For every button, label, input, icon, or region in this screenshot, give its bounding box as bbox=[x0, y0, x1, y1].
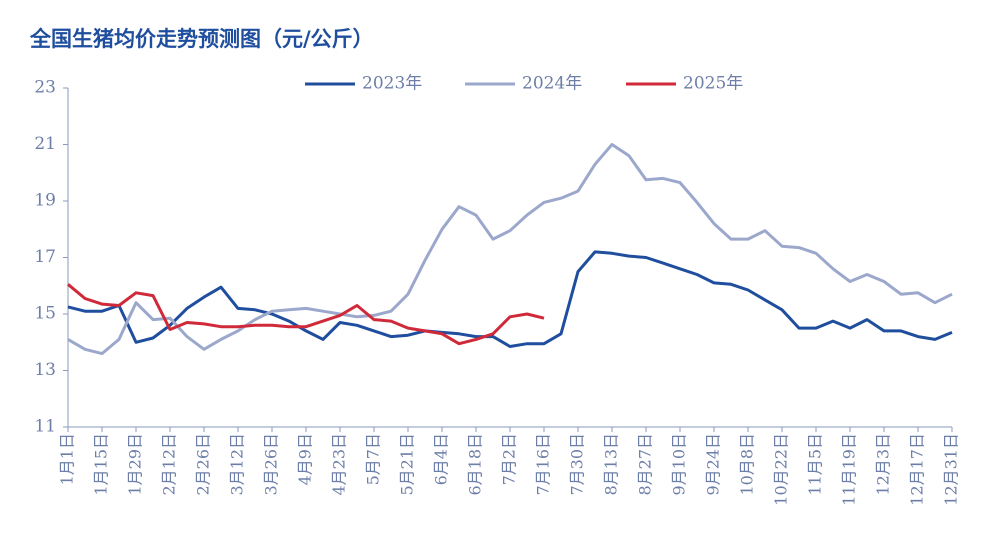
y-tick-label: 15 bbox=[34, 304, 56, 324]
y-tick-label: 19 bbox=[34, 191, 56, 211]
x-tick-label: 3月12日 bbox=[228, 433, 247, 496]
x-tick-label: 10月22日 bbox=[772, 433, 791, 506]
x-tick-label: 7月2日 bbox=[500, 433, 519, 485]
y-tick-label: 11 bbox=[34, 417, 56, 437]
y-tick-label: 21 bbox=[34, 134, 56, 154]
series-line bbox=[67, 143, 953, 356]
x-tick-label: 9月24日 bbox=[704, 433, 723, 496]
series-line bbox=[67, 250, 953, 348]
x-tick-label: 2月26日 bbox=[194, 433, 213, 496]
x-tick-label: 9月10日 bbox=[670, 433, 689, 496]
y-tick-label: 13 bbox=[34, 360, 56, 380]
x-tick-label: 1月15日 bbox=[92, 433, 111, 496]
x-tick-label: 11月19日 bbox=[840, 433, 859, 506]
y-tick-label: 17 bbox=[34, 247, 56, 267]
x-tick-label: 7月30日 bbox=[568, 433, 587, 496]
x-tick-label: 1月29日 bbox=[126, 433, 145, 496]
x-tick-label: 11月5日 bbox=[806, 433, 825, 496]
x-tick-label: 10月8日 bbox=[738, 433, 757, 496]
x-tick-label: 5月7日 bbox=[364, 433, 383, 485]
chart-title: 全国生猪均价走势预测图（元/公斤） bbox=[29, 27, 374, 51]
x-tick-label: 1月1日 bbox=[58, 433, 77, 485]
series-line bbox=[67, 283, 545, 346]
x-tick-label: 6月4日 bbox=[432, 433, 451, 485]
legend-label: 2023年 bbox=[362, 74, 422, 94]
x-tick-label: 3月26日 bbox=[262, 433, 281, 496]
x-tick-label: 6月18日 bbox=[466, 433, 485, 496]
x-tick-label: 8月27日 bbox=[636, 433, 655, 496]
legend-label: 2024年 bbox=[522, 74, 582, 94]
x-tick-label: 12月17日 bbox=[908, 433, 927, 506]
x-tick-label: 12月3日 bbox=[874, 433, 893, 496]
x-tick-label: 12月31日 bbox=[942, 433, 961, 506]
legend-label: 2025年 bbox=[683, 74, 743, 94]
x-tick-label: 5月21日 bbox=[398, 433, 417, 496]
x-tick-label: 2月12日 bbox=[160, 433, 179, 496]
x-tick-label: 7月16日 bbox=[534, 433, 553, 496]
x-tick-label: 4月9日 bbox=[296, 433, 315, 485]
x-tick-label: 4月23日 bbox=[330, 433, 349, 496]
y-tick-label: 23 bbox=[34, 78, 56, 98]
x-tick-label: 8月13日 bbox=[602, 433, 621, 496]
